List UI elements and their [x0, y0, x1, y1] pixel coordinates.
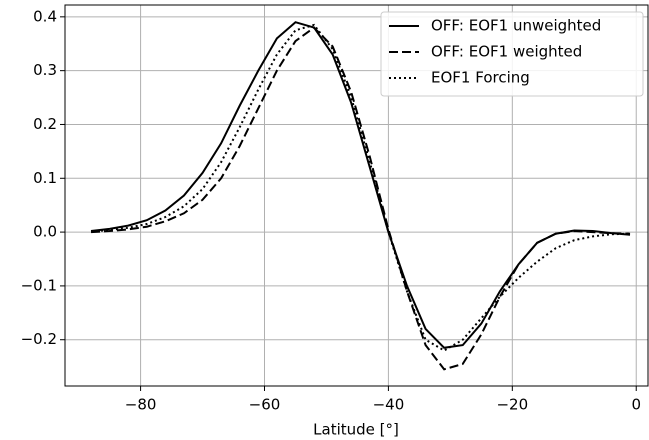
- y-tick-label: 0.3: [33, 61, 57, 79]
- y-tick-label: −0.2: [21, 330, 57, 348]
- x-tick-label: 0: [631, 396, 641, 414]
- x-tick-label: −40: [373, 396, 405, 414]
- legend-label: EOF1 Forcing: [431, 69, 530, 87]
- y-tick-label: 0.1: [33, 169, 57, 187]
- legend-box: [380, 11, 644, 97]
- y-tick-label: −0.1: [21, 276, 57, 294]
- y-tick-label: 0.0: [33, 223, 57, 241]
- x-tick-label: −80: [125, 396, 157, 414]
- x-tick-label: −60: [249, 396, 281, 414]
- plot-frame: [64, 4, 649, 387]
- series-line: [90, 26, 631, 371]
- legend-label: OFF: EOF1 unweighted: [431, 17, 601, 35]
- y-tick-label: 0.2: [33, 115, 57, 133]
- y-tick-label: 0.4: [33, 7, 57, 25]
- x-tick-label: −20: [496, 396, 528, 414]
- x-axis-label: Latitude [°]: [313, 421, 399, 439]
- legend-label: OFF: EOF1 weighted: [431, 43, 582, 61]
